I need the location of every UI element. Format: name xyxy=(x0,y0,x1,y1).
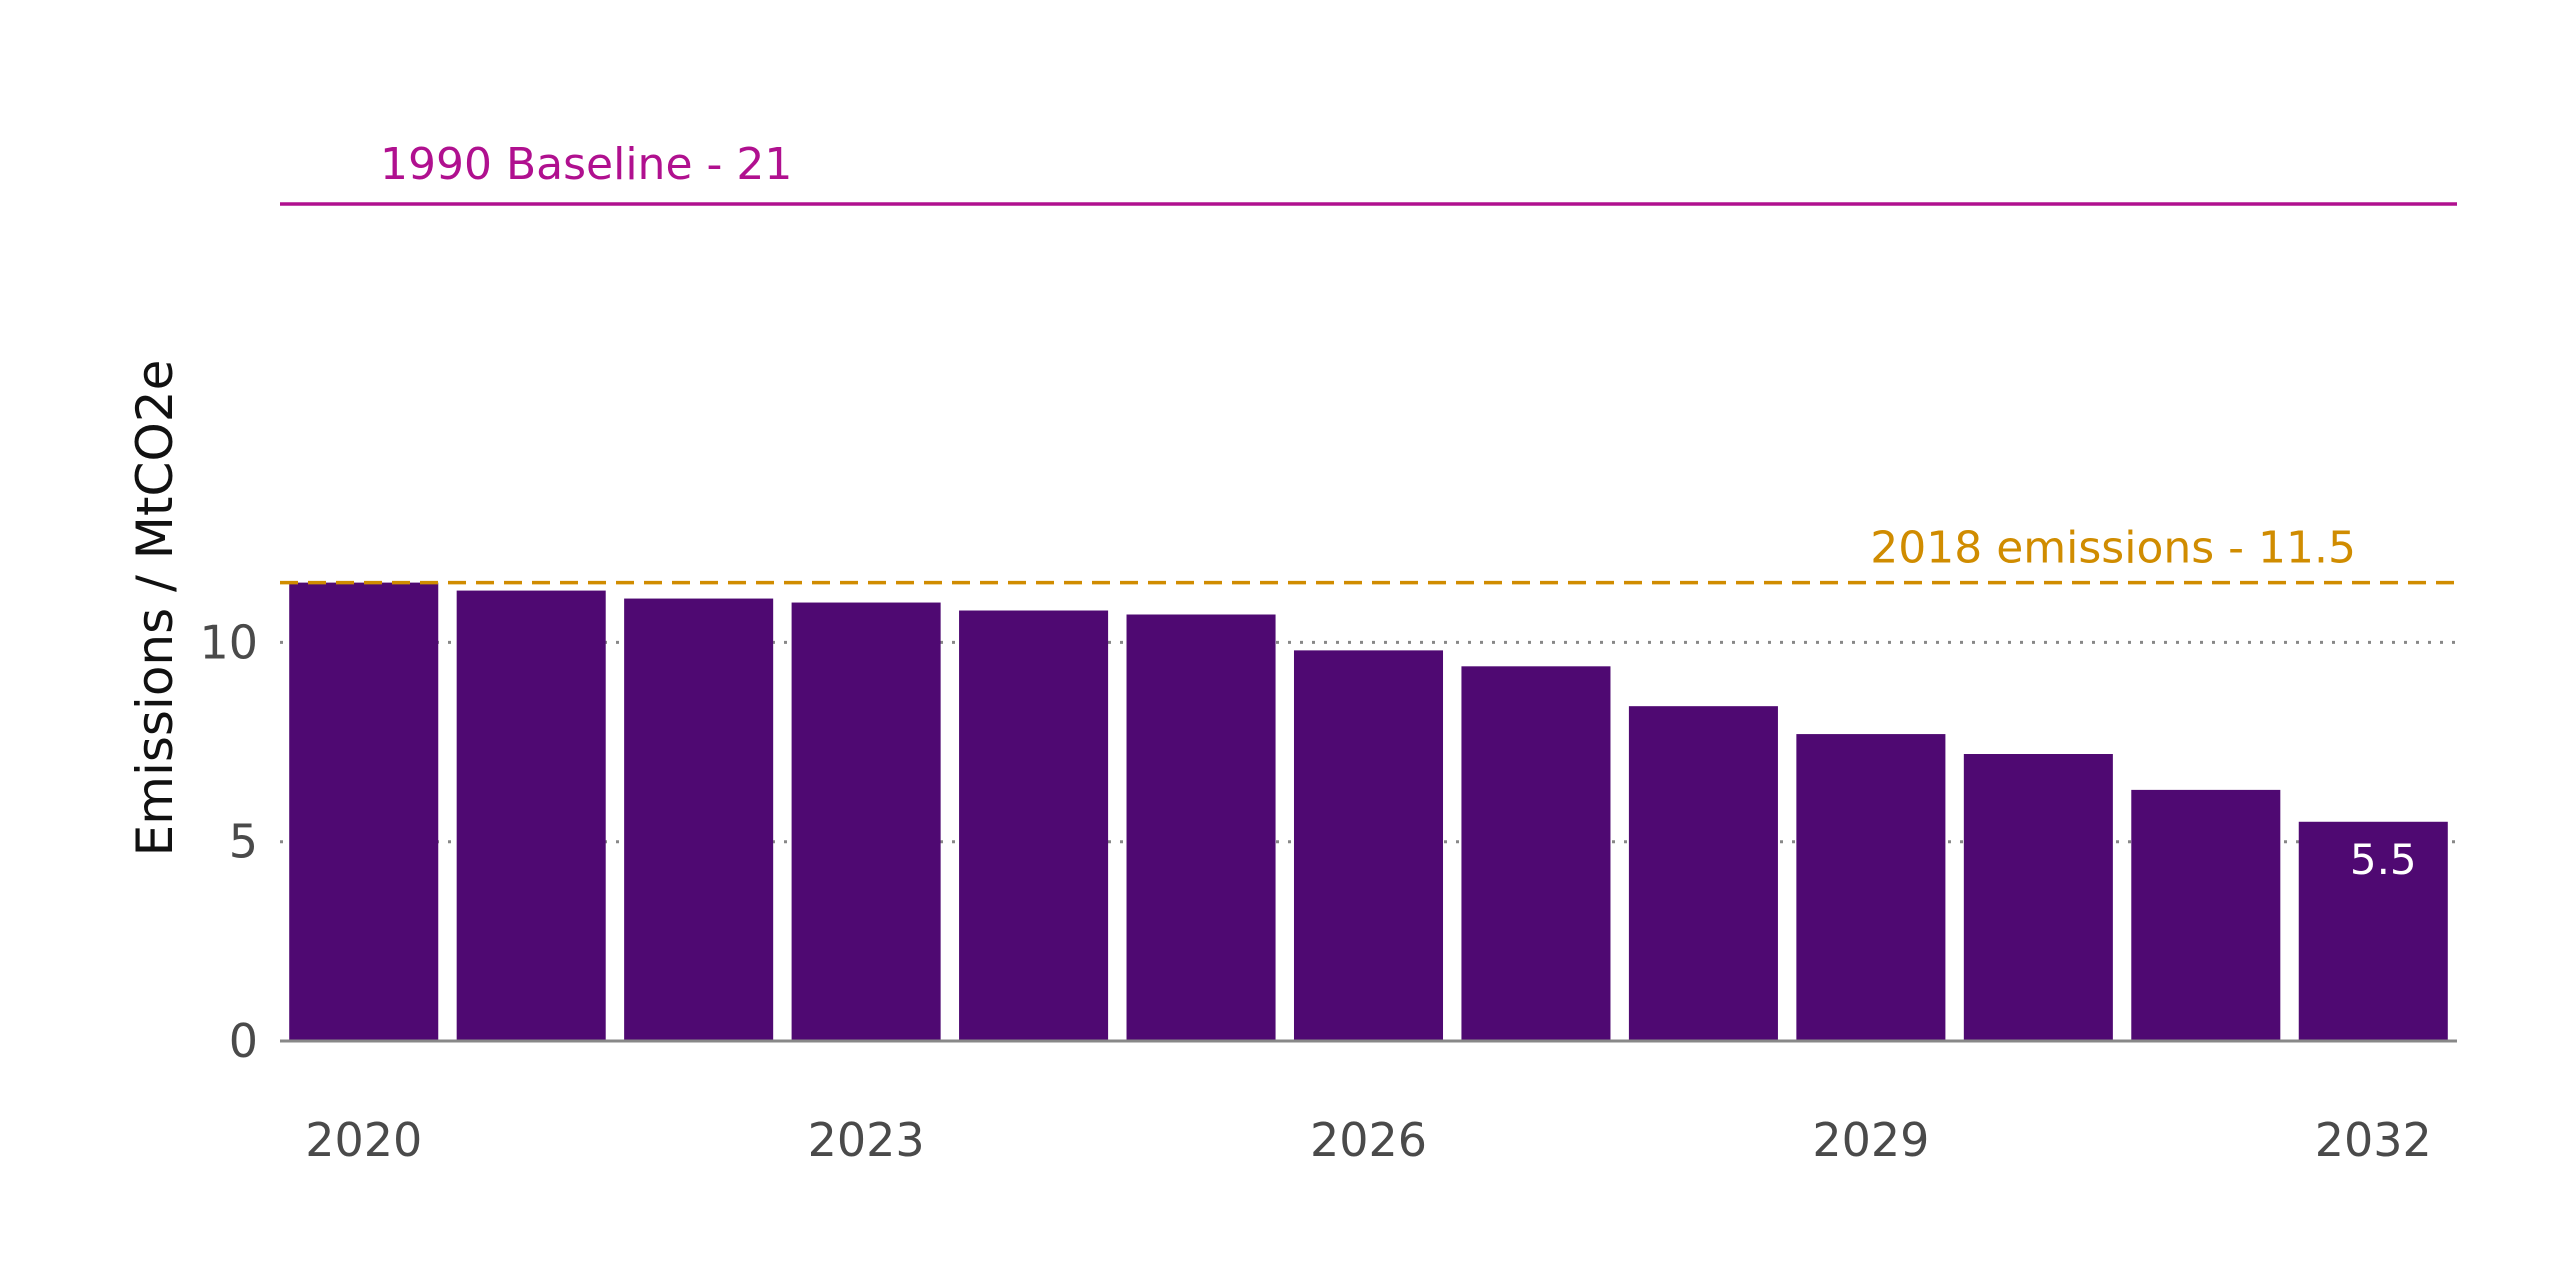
bar-2027 xyxy=(1461,666,1611,1041)
bar-2023 xyxy=(791,602,941,1041)
bar-2020 xyxy=(289,582,439,1041)
bar-2031 xyxy=(2131,789,2281,1041)
reference-line-label: 2018 emissions - 11.5 xyxy=(1870,523,2356,574)
x-tick-label: 2020 xyxy=(305,1113,422,1167)
bar-2022 xyxy=(624,598,774,1041)
y-tick-label: 5 xyxy=(229,815,258,869)
bars xyxy=(289,582,2448,1041)
reference-lines: 1990 Baseline - 21 2018 emissions - 11.5 xyxy=(280,139,2457,585)
bar-2032 xyxy=(2298,821,2448,1041)
bar-2028 xyxy=(1628,706,1778,1041)
x-tick-label: 2029 xyxy=(1812,1113,1929,1167)
x-tick-label: 2032 xyxy=(2315,1113,2432,1167)
bar-2026 xyxy=(1293,650,1444,1041)
x-tick-label: 2026 xyxy=(1310,1113,1427,1167)
data-label: 5.5 xyxy=(2350,835,2417,884)
bar-2029 xyxy=(1796,734,1946,1041)
y-tick-label: 10 xyxy=(199,615,258,669)
x-tick-label: 2023 xyxy=(808,1113,925,1167)
data-labels: 5.5 xyxy=(2350,835,2417,884)
x-tick-labels: 2020 2023 2026 2029 2032 xyxy=(305,1113,2432,1167)
y-tick-label: 0 xyxy=(229,1014,258,1068)
reference-line-label: 1990 Baseline - 21 xyxy=(380,139,792,190)
bar-2024 xyxy=(959,610,1109,1041)
bar-2025 xyxy=(1126,614,1276,1041)
bar-2021 xyxy=(456,590,606,1041)
y-axis-title: Emissions / MtCO2e xyxy=(126,360,184,857)
y-tick-labels: 0 5 10 xyxy=(199,615,258,1068)
bar-2030 xyxy=(1963,754,2113,1041)
